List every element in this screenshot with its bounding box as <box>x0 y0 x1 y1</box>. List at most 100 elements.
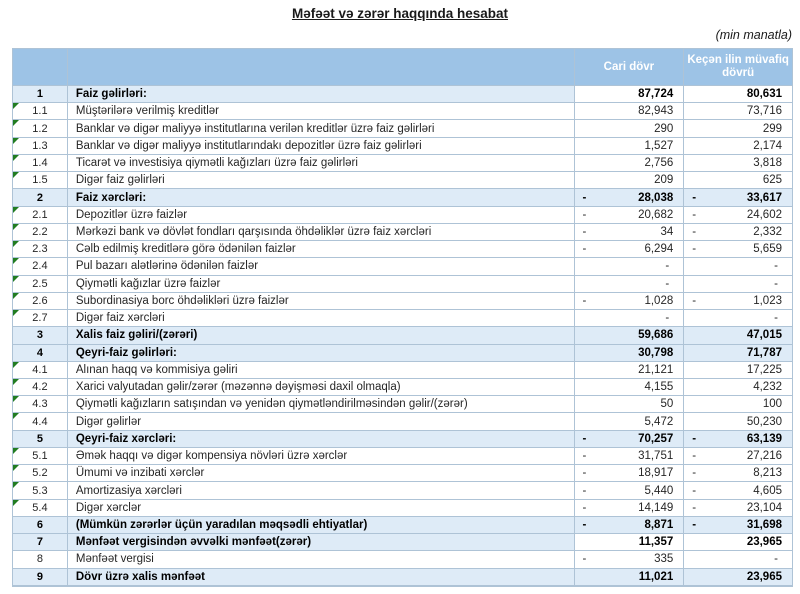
comment-marker-icon <box>13 378 19 385</box>
row-number: 1.2 <box>32 122 48 135</box>
value-text: 63,139 <box>746 432 782 445</box>
row-number-cell: 1 <box>13 86 68 104</box>
value-cell-current: - 1,028 <box>574 292 685 311</box>
value-text: - <box>665 277 670 290</box>
value-cell-previous: - 8,213 <box>684 465 792 483</box>
value-cell-previous: - 27,216 <box>684 448 792 466</box>
value-text: 4,155 <box>644 381 674 394</box>
value-cell-previous: 23,965 <box>684 534 792 552</box>
col-header-current-period: Cari dövr <box>574 49 685 86</box>
value-cell-current: 11,357 <box>574 534 685 552</box>
minus-sign: - <box>582 243 587 256</box>
minus-sign: - <box>582 484 587 497</box>
value-text: 73,716 <box>746 105 782 118</box>
table-row: 7 Mənfəət vergisindən əvvəlki mənfəət(zər… <box>13 534 792 552</box>
value-text: 23,965 <box>746 536 782 549</box>
report-title: Məfəət və zərər haqqında hesabat <box>291 6 509 21</box>
row-number: 4.1 <box>32 363 48 376</box>
row-number-cell: 8 <box>13 551 68 569</box>
minus-sign: - <box>692 243 697 256</box>
row-number-cell: 1.1 <box>13 103 68 121</box>
table-row: 2 Faiz xərcləri: - 28,038 - 33,617 <box>13 189 792 207</box>
row-number: 2.5 <box>32 277 48 290</box>
row-number: 2.7 <box>32 312 48 325</box>
value-text: - <box>774 312 778 325</box>
minus-sign: - <box>692 501 697 514</box>
table-row: 2.2 Mərkəzi bank və dövlət fondları qarşı… <box>13 223 792 242</box>
minus-sign: - <box>692 484 697 497</box>
row-number-cell: 4.3 <box>13 396 68 414</box>
value-text: 1,023 <box>753 294 782 307</box>
value-cell-previous: 71,787 <box>684 344 792 362</box>
row-number-cell: 2 <box>13 189 68 207</box>
row-label: Qiymətli kağızlar üzrə faizlər <box>75 277 221 290</box>
value-cell-current: - 28,038 <box>574 189 685 207</box>
row-label-cell: Qiymətli kağızların satışından və yenidə… <box>67 396 575 414</box>
table-row: 5.4 Digər xərclər - 14,149 - 23,104 <box>13 499 792 517</box>
value-cell-current: 59,686 <box>574 327 685 345</box>
value-text: 335 <box>654 553 674 566</box>
comment-marker-icon <box>13 447 19 454</box>
table-row: 5.2 Ümumi və inzibati xərclər - 18,917 - 8,21… <box>13 465 792 483</box>
row-label-cell: (Mümkün zərərlər üçün yaradılan məqsədli… <box>67 516 575 535</box>
row-number-cell: 1.5 <box>13 172 68 190</box>
value-cell-previous: - 1,023 <box>684 293 792 311</box>
row-number-cell: 2.6 <box>13 292 68 311</box>
minus-sign: - <box>692 208 697 221</box>
table-row: 1 Faiz gəlirləri: 87,724 80,631 <box>13 86 792 104</box>
value-cell-current: 30,798 <box>574 344 685 362</box>
row-label-cell: Qeyri-faiz xərcləri: <box>67 430 575 448</box>
value-cell-previous: 47,015 <box>684 327 792 345</box>
row-number-cell: 4 <box>13 344 68 362</box>
row-number-cell: 2.3 <box>13 241 68 259</box>
row-number: 8 <box>36 553 43 566</box>
row-number-cell: 6 <box>13 516 68 535</box>
table-row: 2.4 Pul bazarı alətlərinə ödənilən faizlə… <box>13 258 792 276</box>
value-cell-previous: 50,230 <box>684 413 792 431</box>
value-text: 5,659 <box>753 243 782 256</box>
minus-sign: - <box>692 294 697 307</box>
row-number-cell: 2.1 <box>13 206 68 224</box>
value-cell-current: - 335 <box>574 551 685 569</box>
row-number-cell: 3 <box>13 327 68 345</box>
value-text: 3,818 <box>753 157 782 170</box>
value-cell-current: - 8,871 <box>574 516 685 535</box>
table-row: 4.3 Qiymətli kağızların satışından və yen… <box>13 396 792 414</box>
row-number-cell: 1.2 <box>13 120 68 138</box>
value-cell-previous: 299 <box>684 120 792 138</box>
row-label-cell: Ticarət və investisiya qiymətli kağızlar… <box>67 154 575 173</box>
row-label: Amortizasiya xərcləri <box>75 484 182 497</box>
minus-sign: - <box>582 553 587 566</box>
comment-marker-icon <box>13 223 19 230</box>
value-text: 20,682 <box>638 208 674 221</box>
profit-loss-table: Cari dövr Keçən ilin müvafiq dövrü 1 Faiz… <box>12 48 793 587</box>
comment-marker-icon <box>13 482 19 489</box>
row-label-cell: Digər gəlirlər <box>67 413 575 431</box>
value-cell-current: 2,756 <box>574 154 685 173</box>
col-header-label <box>67 49 575 86</box>
table-row: 8 Mənfəət vergisi - 335 - <box>13 551 792 569</box>
row-label-cell: Pul bazarı alətlərinə ödənilən faizlər <box>67 258 575 276</box>
row-number: 4.4 <box>32 415 48 428</box>
value-cell-previous: - <box>684 551 792 569</box>
row-label-cell: Alınan haqq və kommisiya gəliri <box>67 361 575 379</box>
row-label-cell: Qiymətli kağızlar üzrə faizlər <box>67 275 575 293</box>
table-row: 2.5 Qiymətli kağızlar üzrə faizlər - - <box>13 275 792 293</box>
table-row: 1.4 Ticarət və investisiya qiymətli kağız… <box>13 154 792 173</box>
value-text: 50 <box>660 398 674 411</box>
minus-sign: - <box>582 518 587 531</box>
row-label: Cəlb edilmiş kreditlərə görə ödənilən fa… <box>75 243 296 256</box>
row-label-cell: Depozitlər üzrə faizlər <box>67 206 575 224</box>
value-text: 8,213 <box>753 467 782 480</box>
row-number: 9 <box>36 570 43 583</box>
table-row: 4.4 Digər gəlirlər 5,472 50,230 <box>13 413 792 431</box>
row-label: Banklar və digər maliyyə institutlarında… <box>75 139 422 152</box>
row-number: 2 <box>36 191 43 204</box>
minus-sign: - <box>692 225 697 238</box>
value-cell-current: - 34 <box>574 223 685 242</box>
row-label: Digər faiz xərcləri <box>75 312 165 325</box>
row-label: Digər xərclər <box>75 501 142 514</box>
row-label: (Mümkün zərərlər üçün yaradılan məqsədli… <box>75 518 368 531</box>
minus-sign: - <box>582 450 587 463</box>
value-text: - <box>665 312 670 325</box>
